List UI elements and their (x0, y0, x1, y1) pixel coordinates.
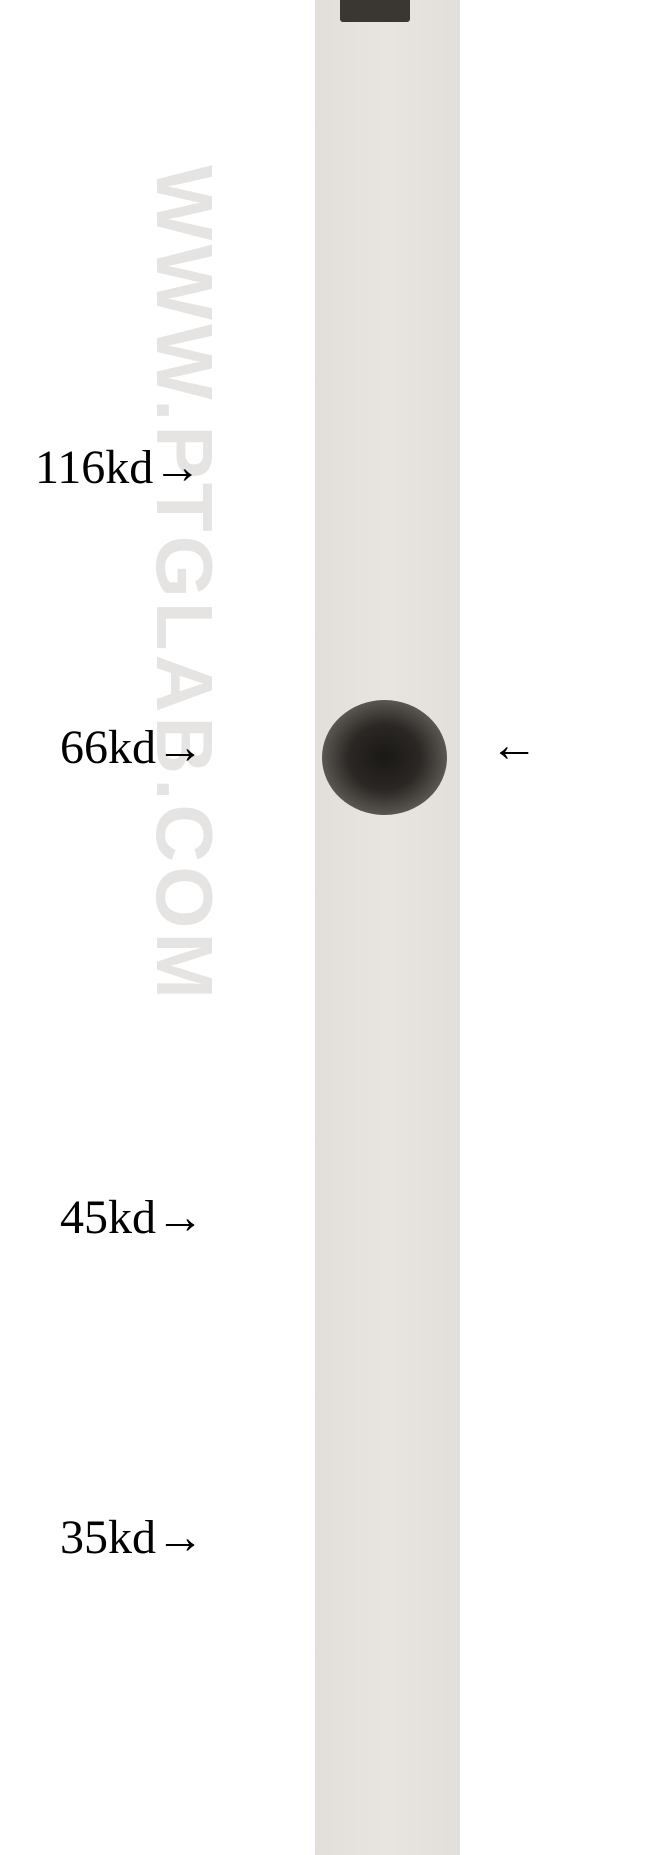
marker-arrow: → (156, 1191, 204, 1244)
protein-band (322, 700, 447, 815)
lane-top-artifact (340, 0, 410, 22)
marker-label-text: 116kd (35, 441, 153, 494)
watermark-text: WWW.PTGLAB.COM (138, 165, 230, 1003)
blot-lane (315, 0, 460, 1855)
result-arrow: ← (490, 718, 538, 773)
marker-label-text: 35kd (60, 1511, 156, 1564)
marker-label-text: 66kd (60, 721, 156, 774)
marker-arrow: → (156, 1511, 204, 1564)
marker-35kd: 35kd→ (60, 1510, 204, 1565)
marker-116kd: 116kd→ (35, 440, 201, 495)
marker-66kd: 66kd→ (60, 720, 204, 775)
marker-label-text: 45kd (60, 1191, 156, 1244)
marker-arrow: → (153, 441, 201, 494)
marker-45kd: 45kd→ (60, 1190, 204, 1245)
marker-arrow: → (156, 721, 204, 774)
